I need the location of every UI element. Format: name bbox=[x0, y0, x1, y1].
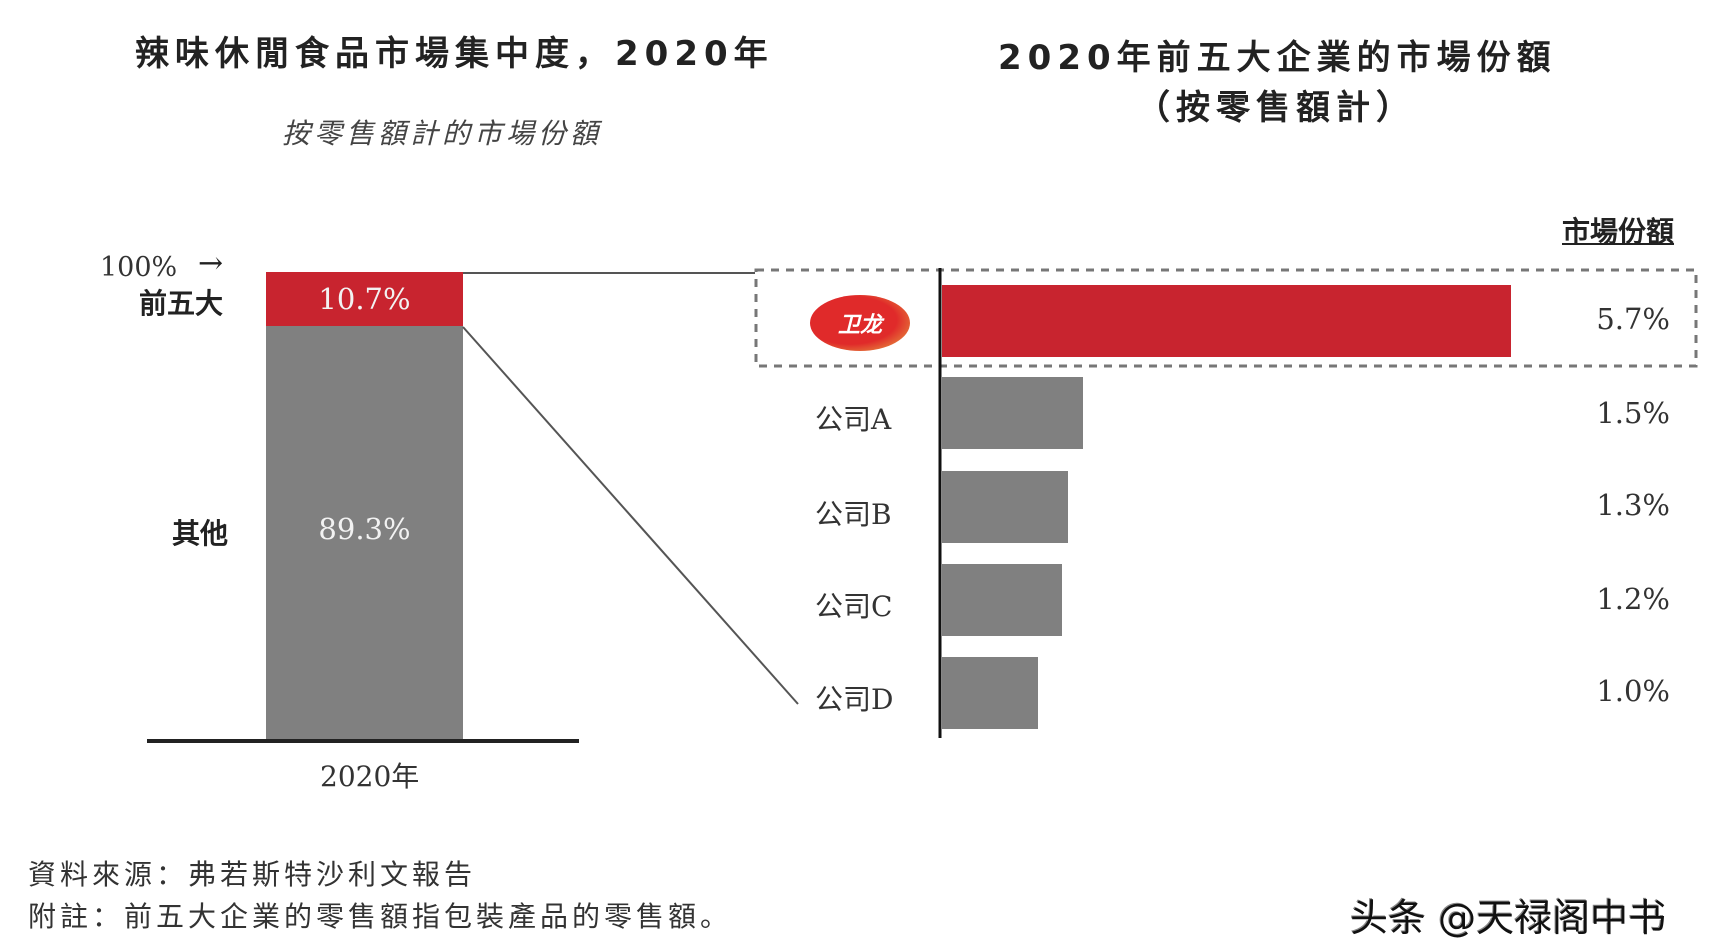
weilong-logo-text: 卫龙 bbox=[837, 313, 882, 338]
segment-label-top5: 前五大 bbox=[139, 287, 224, 320]
footnote: 附註：前五大企業的零售額指包裝產品的零售額。 bbox=[28, 900, 733, 933]
top-marker-label: 100% bbox=[100, 252, 178, 283]
right-chart-title: 2020年前五大企業的市場份額 bbox=[998, 38, 1557, 78]
right-chart-title-line2: （按零售額計） bbox=[1136, 88, 1416, 128]
stacked-bar-others: 89.3% bbox=[266, 326, 463, 740]
label-company-c: 公司C bbox=[815, 590, 893, 623]
source-note: 資料來源：弗若斯特沙利文報告 bbox=[28, 858, 477, 891]
segment-label-others: 其他 bbox=[172, 517, 229, 550]
value-company-d: 1.0% bbox=[1596, 674, 1670, 708]
stacked-bar-top5: 10.7% bbox=[266, 272, 463, 326]
column-header-market-share: 市場份額 bbox=[1562, 215, 1675, 248]
x-axis-line bbox=[147, 739, 579, 743]
arrow-right-icon: → bbox=[198, 246, 224, 281]
highlight-dashed-box bbox=[754, 268, 1698, 368]
stacked-bar-others-value: 89.3% bbox=[318, 512, 411, 546]
label-company-b: 公司B bbox=[815, 498, 892, 531]
bar-company-d bbox=[942, 657, 1038, 729]
left-chart-title: 辣味休閒食品市場集中度，2020年 bbox=[135, 34, 774, 74]
x-axis-label: 2020年 bbox=[320, 760, 420, 793]
bar-company-b bbox=[942, 471, 1068, 543]
bar-company-c bbox=[942, 564, 1062, 636]
stacked-bar-top5-value: 10.7% bbox=[318, 282, 411, 316]
label-company-d: 公司D bbox=[815, 683, 894, 716]
value-weilong: 5.7% bbox=[1596, 302, 1670, 336]
bar-weilong bbox=[942, 285, 1511, 357]
value-company-b: 1.3% bbox=[1596, 488, 1670, 522]
watermark: 头条 @天禄阁中书 bbox=[1350, 896, 1667, 940]
weilong-logo: 卫龙 bbox=[810, 295, 910, 351]
value-company-c: 1.2% bbox=[1596, 582, 1670, 616]
label-company-a: 公司A bbox=[815, 403, 892, 436]
value-company-a: 1.5% bbox=[1596, 396, 1670, 430]
left-chart-subtitle: 按零售額計的市場份額 bbox=[282, 117, 603, 150]
bar-company-a bbox=[942, 377, 1083, 449]
